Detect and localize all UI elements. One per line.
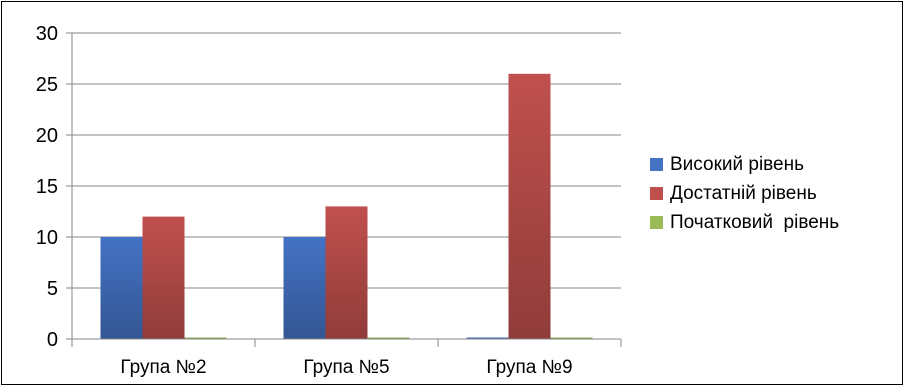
y-tick-label: 15 (36, 176, 58, 198)
x-tick-label: Група №5 (303, 357, 389, 378)
chart-legend: Високий рівень Достатній рівень Початковий… (650, 150, 839, 237)
bar-3-3 (550, 337, 593, 339)
legend-swatch (650, 187, 663, 200)
axes (66, 32, 622, 347)
bar-3-1 (184, 337, 227, 339)
legend-item: Достатній рівень (650, 179, 839, 208)
legend-label: Початковий рівень (670, 211, 840, 233)
y-tick-label: 20 (36, 125, 58, 147)
bar-2-1 (142, 216, 185, 339)
x-tick-label: Група №2 (120, 357, 206, 378)
y-tick-label: 10 (36, 227, 58, 249)
legend-swatch (650, 158, 663, 171)
bar-2-2 (325, 206, 368, 339)
legend-swatch (650, 216, 663, 229)
legend-item: Високий рівень (650, 150, 839, 179)
bar-1-2 (283, 237, 326, 339)
bar-3-2 (367, 337, 410, 339)
legend-label: Високий рівень (670, 153, 805, 175)
x-tick-label: Група №9 (486, 357, 572, 378)
bar-1-1 (100, 237, 143, 339)
bar-2-3 (508, 73, 551, 340)
y-tick-label: 5 (47, 278, 58, 300)
bar-1-3 (466, 337, 509, 339)
legend-label: Достатній рівень (670, 182, 817, 204)
y-tick-label: 0 (47, 329, 58, 351)
tick-labels: 0 5 10 15 20 25 30 Група №2 Група №5 Група №9 (36, 23, 573, 378)
bars (100, 73, 593, 340)
y-tick-label: 25 (36, 74, 58, 96)
y-tick-label: 30 (36, 23, 58, 45)
legend-item: Початковий рівень (650, 208, 839, 237)
